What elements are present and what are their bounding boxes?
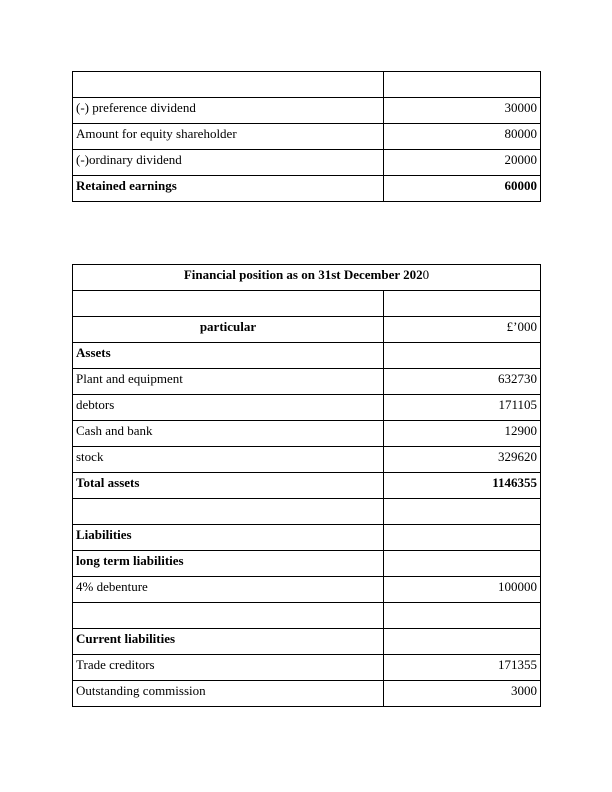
amount-cell (382, 602, 542, 629)
table-row: stock 329620 (72, 446, 542, 473)
table-row: (-)ordinary dividend 20000 (72, 149, 541, 176)
financial-position-table: Financial position as on 31st December 2… (71, 264, 542, 707)
amount-cell: 329620 (382, 446, 542, 473)
spacer-row (72, 290, 542, 317)
particular-cell: (-)ordinary dividend (72, 149, 384, 176)
particular-cell: Outstanding commission (72, 680, 384, 707)
amount-cell: 60000 (383, 175, 541, 202)
amount-cell (382, 498, 542, 525)
particular-cell (72, 498, 384, 525)
particular-cell (72, 290, 384, 317)
particular-cell: Trade creditors (72, 654, 384, 681)
particular-cell (72, 71, 384, 98)
amount-cell: 632730 (382, 368, 542, 395)
amount-cell: 12900 (382, 420, 542, 447)
table-row: 4% debenture 100000 (72, 576, 542, 603)
amount-cell: 20000 (383, 149, 541, 176)
particular-cell: Current liabilities (72, 628, 384, 655)
table-title: Financial position as on 31st December 2… (71, 264, 542, 291)
amount-cell: 3000 (382, 680, 542, 707)
amount-cell: 80000 (383, 123, 541, 150)
amount-cell: 171355 (382, 654, 542, 681)
amount-cell (382, 290, 542, 317)
amount-cell: 100000 (382, 576, 542, 603)
table-row: Plant and equipment 632730 (72, 368, 542, 395)
particular-header-cell: particular (72, 316, 384, 343)
table-row: long term liabilities (72, 550, 542, 577)
header-row: particular £’000 (72, 316, 542, 343)
particular-cell: Retained earnings (72, 175, 384, 202)
table-row: (-) preference dividend 30000 (72, 97, 541, 124)
spacer-row (72, 602, 542, 629)
retained-earnings-table: (-) preference dividend 30000 Amount for… (72, 71, 541, 202)
amount-cell: 171105 (382, 394, 542, 421)
amount-cell: 1146355 (382, 472, 542, 499)
amount-cell (383, 71, 541, 98)
amount-cell (382, 550, 542, 577)
particular-cell: Cash and bank (72, 420, 384, 447)
table-row: Liabilities (72, 524, 542, 551)
particular-cell: Liabilities (72, 524, 384, 551)
amount-cell: 30000 (383, 97, 541, 124)
table-title-regular-text: 0 (422, 267, 430, 282)
particular-cell: Amount for equity shareholder (72, 123, 384, 150)
particular-cell (72, 602, 384, 629)
spacer-row (72, 498, 542, 525)
table-row: Trade creditors 171355 (72, 654, 542, 681)
table-title-bold-text: Financial position as on 31st December 2… (183, 267, 423, 282)
table-row: Outstanding commission 3000 (72, 680, 542, 707)
amount-cell (382, 342, 542, 369)
amount-cell (382, 524, 542, 551)
table-row: Retained earnings 60000 (72, 175, 541, 202)
particular-cell: long term liabilities (72, 550, 384, 577)
particular-cell: (-) preference dividend (72, 97, 384, 124)
table-title-row: Financial position as on 31st December 2… (71, 264, 542, 291)
particular-cell: Total assets (72, 472, 384, 499)
table-row: Total assets 1146355 (72, 472, 542, 499)
table-row: Amount for equity shareholder 80000 (72, 123, 541, 150)
table-row: Assets (72, 342, 542, 369)
amount-cell (382, 628, 542, 655)
table-row: debtors 171105 (72, 394, 542, 421)
particular-cell: debtors (72, 394, 384, 421)
amount-header-cell: £’000 (382, 316, 542, 343)
particular-cell: Assets (72, 342, 384, 369)
table-row: Current liabilities (72, 628, 542, 655)
table-row: Cash and bank 12900 (72, 420, 542, 447)
particular-cell: Plant and equipment (72, 368, 384, 395)
table-row (72, 71, 541, 98)
particular-cell: 4% debenture (72, 576, 384, 603)
particular-cell: stock (72, 446, 384, 473)
